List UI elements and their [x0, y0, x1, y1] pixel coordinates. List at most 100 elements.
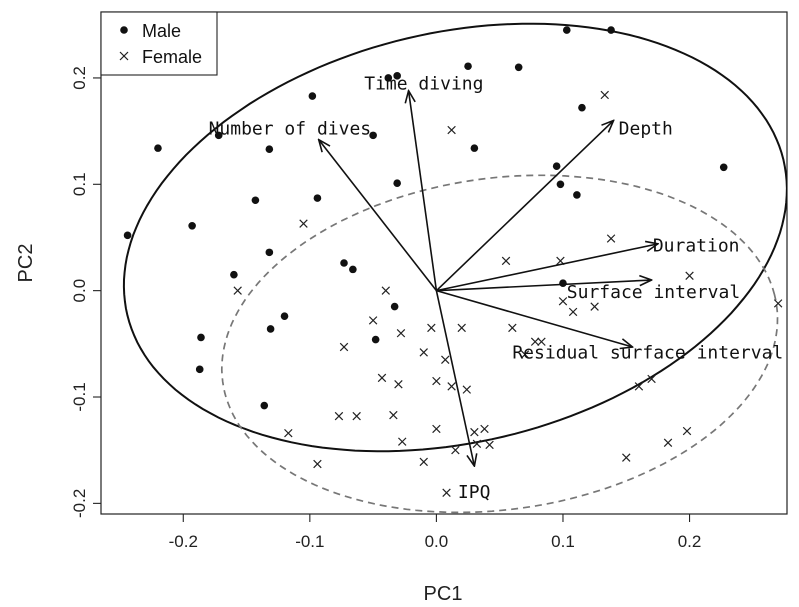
- point-female-28: [480, 424, 489, 434]
- point-male-13: [308, 92, 317, 100]
- point-female-8: [377, 373, 387, 383]
- point-female-20: [442, 488, 451, 497]
- x-tick-label: -0.2: [169, 532, 198, 551]
- point-female-6: [352, 411, 361, 421]
- point-male-15: [340, 259, 348, 267]
- point-male-4: [195, 365, 204, 374]
- point-male-28: [562, 26, 571, 34]
- legend-box: [100, 11, 218, 76]
- y-tick-label: -0.2: [70, 489, 89, 518]
- point-male-7: [251, 196, 260, 205]
- point-female-33: [530, 337, 540, 346]
- point-female-15: [419, 457, 428, 467]
- point-male-29: [573, 191, 581, 199]
- vector-label-depth: Depth: [619, 118, 673, 139]
- point-female-26: [470, 427, 479, 437]
- point-male-21: [393, 179, 401, 188]
- point-male-8: [260, 401, 269, 410]
- point-female-32: [520, 350, 530, 359]
- legend-male-marker: [120, 26, 128, 34]
- point-female-0: [233, 286, 242, 295]
- point-female-40: [606, 234, 616, 243]
- point-female-43: [647, 374, 656, 384]
- point-male-6: [230, 270, 238, 279]
- point-male-11: [266, 325, 275, 333]
- point-female-25: [462, 385, 472, 394]
- ellipse-female: [220, 174, 779, 514]
- point-female-41: [622, 453, 631, 462]
- point-female-37: [568, 307, 578, 317]
- x-axis-title: PC1: [424, 583, 463, 605]
- point-female-4: [339, 342, 349, 352]
- y-axis-ticks: -0.2 -0.1 0.0 0.1 0.2: [70, 66, 101, 518]
- ellipse-male: [122, 22, 787, 453]
- point-male-25: [514, 63, 523, 72]
- vector-residual-surface-interval: [436, 289, 632, 347]
- point-female-17: [432, 424, 441, 434]
- point-female-14: [419, 348, 428, 357]
- legend: Male Female: [100, 11, 218, 76]
- vector-label-duration: Duration: [653, 235, 740, 256]
- point-female-13: [398, 437, 407, 446]
- data-points: [123, 26, 783, 497]
- point-female-3: [313, 459, 322, 469]
- vector-label-residual-surface-interval: Residual surface interval: [512, 343, 783, 364]
- loading-vectors: Time diving Number of dives Depth Duration S…: [209, 74, 784, 503]
- point-female-27: [472, 439, 482, 449]
- vector-duration: [436, 244, 657, 292]
- point-female-1: [284, 428, 293, 438]
- point-female-22: [447, 382, 456, 391]
- point-male-22: [390, 302, 399, 311]
- point-female-7: [368, 316, 378, 325]
- legend-female-label: Female: [142, 47, 202, 67]
- x-tick-label: 0.1: [551, 532, 575, 551]
- point-male-19: [384, 74, 393, 82]
- point-male-24: [470, 144, 479, 152]
- y-tick-label: 0.2: [70, 66, 89, 90]
- point-female-23: [451, 445, 460, 455]
- x-tick-label: 0.2: [678, 532, 702, 551]
- point-male-27: [556, 180, 565, 189]
- vector-label-ipq: IPQ: [458, 482, 491, 503]
- point-female-47: [773, 299, 783, 308]
- point-female-18: [432, 376, 441, 386]
- point-female-21: [447, 125, 456, 135]
- x-axis-ticks: -0.2 -0.1 0.0 0.1 0.2: [169, 514, 702, 551]
- point-female-44: [663, 438, 673, 447]
- group-ellipses: [122, 22, 787, 514]
- vector-surface-interval: [436, 280, 651, 292]
- point-female-16: [427, 323, 436, 333]
- point-male-2: [188, 221, 196, 230]
- point-male-1: [154, 144, 162, 152]
- x-axis: -0.2 -0.1 0.0 0.1 0.2 PC1: [169, 514, 702, 605]
- point-male-23: [464, 62, 472, 71]
- vector-label-surface-interval: Surface interval: [567, 282, 740, 303]
- point-male-5: [214, 131, 223, 140]
- point-male-10: [265, 248, 274, 257]
- point-female-34: [537, 337, 546, 346]
- vector-label-number-of-dives: Number of dives: [209, 118, 372, 139]
- plot-frame: [100, 11, 788, 515]
- x-tick-label: 0.0: [425, 532, 449, 551]
- point-female-38: [590, 302, 599, 311]
- point-male-33: [719, 163, 728, 172]
- point-female-39: [600, 90, 609, 100]
- point-male-14: [313, 194, 322, 202]
- point-female-31: [508, 323, 517, 333]
- legend-male-label: Male: [142, 21, 181, 41]
- point-female-19: [441, 355, 450, 365]
- point-male-26: [552, 162, 561, 171]
- point-female-2: [299, 219, 308, 228]
- point-male-20: [393, 72, 401, 80]
- y-tick-label: 0.0: [70, 279, 89, 303]
- point-female-5: [334, 411, 344, 421]
- y-axis-title: PC2: [15, 244, 37, 283]
- vector-depth: [435, 120, 613, 292]
- point-female-42: [634, 382, 644, 391]
- y-tick-label: 0.1: [70, 172, 89, 196]
- point-female-9: [381, 286, 391, 295]
- point-female-29: [485, 440, 494, 450]
- point-female-36: [558, 297, 568, 306]
- point-male-18: [369, 131, 377, 140]
